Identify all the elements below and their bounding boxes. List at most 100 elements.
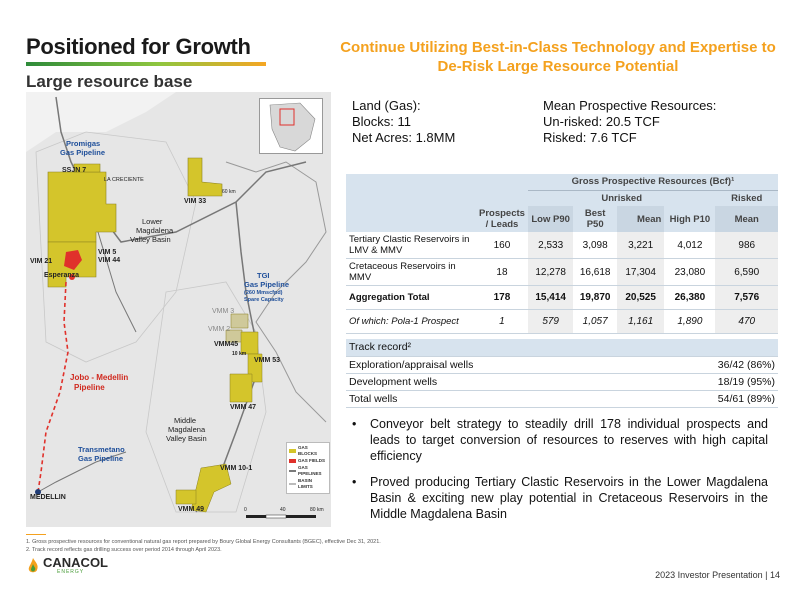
map-legend: GAS BLOCKS GAS FIELDS GAS PIPELINES BASI… <box>286 442 330 494</box>
land-info: Land (Gas): Blocks: 11 Net Acres: 1.8MM <box>352 98 455 146</box>
cell: 16,618 <box>573 258 617 286</box>
cell: 12,278 <box>527 258 574 286</box>
cell: 19,870 <box>573 285 617 310</box>
prospective-heading: Mean Prospective Resources: <box>543 98 717 113</box>
legend-item-basin-limits: BASIN LIMITS <box>289 478 327 490</box>
legend-item-gas-blocks: GAS BLOCKS <box>289 445 327 457</box>
prospective-risked: Risked: 7.6 TCF <box>543 130 637 145</box>
vim33-label: VIM 33 <box>184 198 207 205</box>
page-footer: 2023 Investor Presentation | 14 <box>655 570 780 580</box>
vmm2-label: VMM 2 <box>208 326 231 333</box>
legend-label: GAS PIPELINES <box>298 465 322 476</box>
track-label: Development wells <box>346 373 637 391</box>
prospective-info: Mean Prospective Resources: Un-risked: 2… <box>543 98 716 146</box>
legend-item-gas-fields: GAS FIELDS <box>289 458 327 464</box>
tgi-label-4: Spare Capacity <box>244 297 284 303</box>
legend-swatch <box>289 449 296 453</box>
legend-item-gas-pipelines: GAS PIPELINES <box>289 465 327 477</box>
vmm47-label: VMM 47 <box>230 404 257 411</box>
col-header-mean: Mean <box>637 213 662 225</box>
row-label: Cretaceous Reservoirs in MMV <box>346 258 476 286</box>
track-value: 18/19 (95%) <box>636 373 778 391</box>
cell: 160 <box>475 232 528 259</box>
cell: 986 <box>715 232 778 259</box>
prospective-unrisked: Un-risked: 20.5 TCF <box>543 114 660 129</box>
list-item: • Proved producing Tertiary Clastic Rese… <box>352 474 768 522</box>
vmm53-label: VMM 53 <box>254 357 281 364</box>
page-title: Positioned for Growth <box>26 34 251 59</box>
km60-label: 60 km <box>222 189 236 195</box>
logo-name: CANACOL <box>43 555 108 570</box>
cell: 470 <box>715 309 778 334</box>
table-row-total: Aggregation Total 178 15,414 19,870 20,5… <box>346 285 778 310</box>
vmm101-label: VMM 10-1 <box>220 465 253 472</box>
table-row: Exploration/appraisal wells 36/42 (86%) <box>346 356 778 374</box>
ssjn7-label: SSJN 7 <box>62 167 87 174</box>
middle-basin-label-2: Magdalena <box>168 425 206 434</box>
title-underline <box>26 62 266 66</box>
footnote-2: 2. Track record reflects gas drilling su… <box>26 547 222 553</box>
legend-swatch <box>289 459 296 463</box>
list-item: • Conveyor belt strategy to steadily dri… <box>352 416 768 464</box>
cell: 1,161 <box>616 309 665 334</box>
transmetano-label-2: Gas Pipeline <box>78 454 124 463</box>
cell: 7,576 <box>715 285 778 310</box>
resources-table: Gross Prospective Resources (Bcf)¹ Unris… <box>346 174 778 334</box>
bullet-list: • Conveyor belt strategy to steadily dri… <box>352 416 768 532</box>
scale-0-label: 0 <box>244 507 247 513</box>
tgi-label-3: (260 Mmscfpd) <box>244 290 283 296</box>
land-blocks: Blocks: 11 <box>352 114 412 129</box>
scale-40-label: 40 <box>280 507 286 513</box>
cell: 18 <box>475 258 528 286</box>
km10-label: 10 km <box>232 351 247 357</box>
tgi-label-2: Gas Pipeline <box>244 280 290 289</box>
canacol-logo: CANACOL ENERGY <box>26 555 108 575</box>
flame-icon <box>28 558 38 573</box>
esperanza-label: Esperanza <box>44 272 80 279</box>
lower-basin-label-1: Lower <box>142 217 163 226</box>
middle-basin-label-3: Valley Basin <box>166 434 207 443</box>
jobo-label-2: Pipeline <box>74 383 105 392</box>
cell: 4,012 <box>664 232 716 259</box>
bullet-icon: • <box>352 417 357 431</box>
track-record-header: Track record² <box>346 339 778 357</box>
cell: 3,221 <box>616 232 665 259</box>
row-label: Aggregation Total <box>346 285 476 310</box>
lower-basin-label-3: Valley Basin <box>130 235 171 244</box>
lower-basin-label-2: Magdalena <box>136 226 174 235</box>
la-creciente-label: LA CRECIENTE <box>104 177 144 183</box>
bullet-text: Proved producing Tertiary Clastic Reserv… <box>370 475 768 521</box>
track-value: 36/42 (86%) <box>636 356 778 374</box>
resource-map: Promigas Gas Pipeline SSJN 7 LA CRECIENT… <box>26 92 331 527</box>
footnote-divider <box>26 534 46 535</box>
cell: 17,304 <box>616 258 665 286</box>
cell: 26,380 <box>664 285 716 310</box>
table-row: Cretaceous Reservoirs in MMV 18 12,278 1… <box>346 258 778 286</box>
page-subtitle: Large resource base <box>26 72 193 91</box>
vmm45-label: VMM45 <box>214 341 239 348</box>
risked-header: Risked <box>731 192 763 204</box>
promigas-label-2: Gas Pipeline <box>60 148 106 157</box>
location-inset-map <box>259 98 323 154</box>
vim5-label: VIM 5 <box>98 249 117 256</box>
cell: 3,098 <box>573 232 617 259</box>
table-row: Tertiary Clastic Reservoirs in LMV & MMV… <box>346 232 778 259</box>
cell: 20,525 <box>616 285 665 310</box>
scale-80-label: 80 km <box>310 507 324 513</box>
bullet-text: Conveyor belt strategy to steadily drill… <box>370 417 768 463</box>
gross-resources-header: Gross Prospective Resources (Bcf)¹ <box>571 176 735 188</box>
cell: 6,590 <box>715 258 778 286</box>
row-label: Of which: Pola-1 Prospect <box>346 309 476 334</box>
col-header-risked-mean: Mean <box>734 213 759 225</box>
middle-basin-label-1: Middle <box>174 416 197 425</box>
footnotes: 1. Gross prospective resources for conve… <box>26 538 381 554</box>
map-graphic <box>26 92 327 519</box>
land-acres: Net Acres: 1.8MM <box>352 130 456 145</box>
track-label: Total wells <box>346 390 637 408</box>
footnote-1: 1. Gross prospective resources for conve… <box>26 539 381 545</box>
track-label: Exploration/appraisal wells <box>346 356 637 374</box>
unrisked-header: Unrisked <box>601 192 643 204</box>
headline: Continue Utilizing Best-in-Class Technol… <box>340 39 776 75</box>
col-header-best: Best P50 <box>584 208 606 230</box>
legend-label: GAS BLOCKS <box>298 445 317 456</box>
